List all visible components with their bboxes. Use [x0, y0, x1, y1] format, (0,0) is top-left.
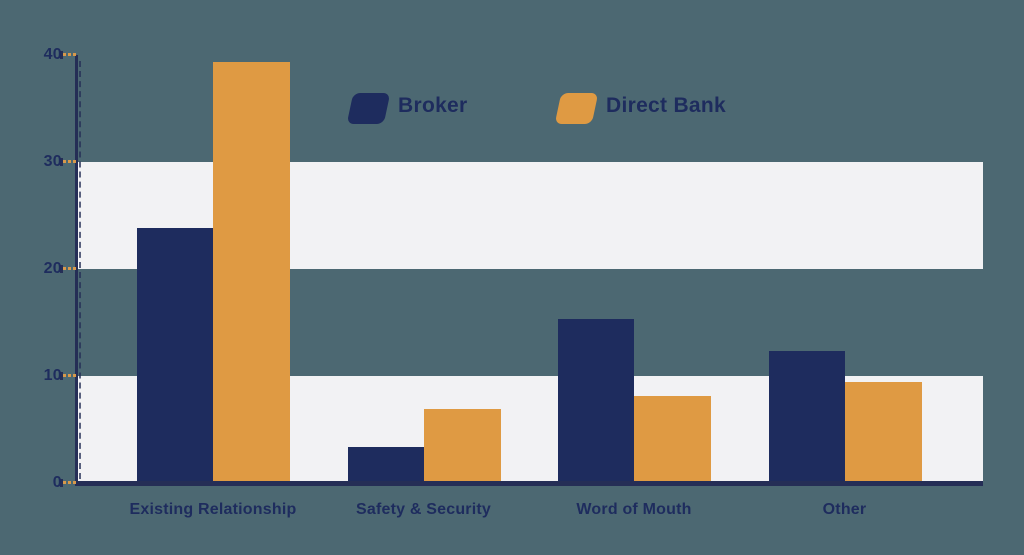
y-tick-cap — [60, 372, 63, 380]
y-tick-label: 20 — [43, 260, 62, 277]
x-category-label: Other — [822, 501, 867, 518]
bar-broker — [137, 228, 213, 483]
x-category-label: Safety & Security — [355, 501, 491, 518]
bar-direct-bank — [844, 382, 922, 483]
legend-label: Direct Bank — [606, 94, 727, 117]
y-tick-cap — [60, 51, 63, 59]
y-tick-cap — [60, 158, 63, 166]
y-tick-label: 0 — [52, 474, 62, 491]
legend-label: Broker — [398, 94, 468, 117]
y-tick-label: 30 — [43, 153, 62, 170]
bar-direct-bank — [423, 409, 501, 483]
y-tick — [63, 53, 76, 56]
y-axis-line — [75, 55, 78, 483]
bar-broker — [768, 351, 845, 483]
y-tick — [63, 481, 76, 484]
bar-broker — [347, 446, 424, 483]
y-tick-label: 10 — [43, 367, 62, 384]
y-tick-cap — [60, 265, 63, 273]
legend-swatch-icon — [346, 93, 391, 124]
y-tick — [63, 374, 76, 377]
legend-swatch-icon — [554, 93, 599, 124]
y-tick — [63, 160, 76, 163]
y-tick-cap — [60, 479, 63, 487]
x-axis-line — [75, 481, 983, 486]
bar-direct-bank — [213, 62, 290, 483]
x-category-label: Existing Relationship — [129, 501, 297, 518]
y-tick-label: 40 — [43, 46, 62, 63]
x-category-label: Word of Mouth — [576, 501, 692, 518]
bar-broker — [558, 319, 634, 483]
y-tick — [63, 267, 76, 270]
bar-direct-bank — [634, 396, 711, 483]
y-axis-dashed-line — [79, 61, 81, 479]
